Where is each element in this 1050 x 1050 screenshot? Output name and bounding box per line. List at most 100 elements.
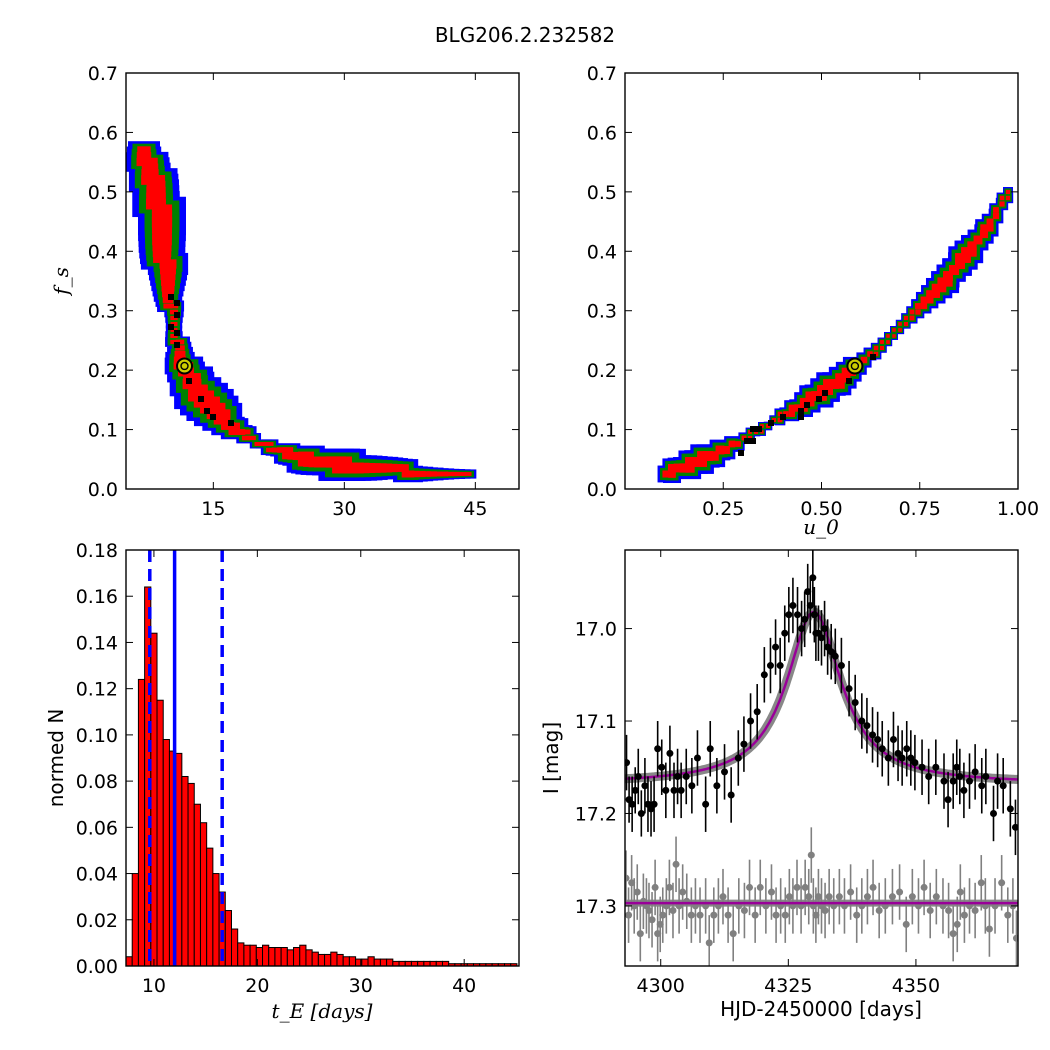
residual-point <box>821 907 829 915</box>
histogram-bar <box>311 951 319 967</box>
peak-region-cell <box>816 396 822 402</box>
y-tick-label: 0.4 <box>88 241 118 263</box>
inner-region-cell <box>151 204 173 216</box>
inner-region-cell <box>961 247 971 257</box>
data-point <box>776 662 784 670</box>
residual-point <box>1012 934 1018 942</box>
histogram-bar <box>137 678 146 967</box>
inner-region-cell <box>146 192 166 204</box>
inner-region-cell <box>835 373 845 383</box>
y-tick-label: 0.3 <box>88 301 118 323</box>
y-tick-label: 17.0 <box>575 619 617 641</box>
residual-point <box>648 916 656 924</box>
inner-region-cell <box>937 283 947 293</box>
inner-region-cell <box>151 210 173 222</box>
histogram-bar <box>212 873 220 967</box>
figure-title: BLG206.2.232582 <box>435 23 615 47</box>
inner-region-cell <box>829 379 839 389</box>
inner-region-cell <box>920 296 928 304</box>
panel-fs-vs-u0: 0.0 0.1 0.2 0.3 0.4 0.5 0.6 0.7 0.25 0.50 0.75 1.00… <box>587 63 1039 539</box>
data-point <box>960 786 968 794</box>
histogram-bar <box>317 953 326 967</box>
residual-point <box>719 893 727 901</box>
inner-region-cell <box>213 409 231 419</box>
residual-point <box>953 920 961 928</box>
inner-region-cell <box>861 357 867 363</box>
residual-point <box>729 930 737 938</box>
inner-region-cell <box>395 464 409 472</box>
inner-region-cell <box>709 451 719 461</box>
residual-point <box>705 939 713 947</box>
residual-point <box>801 883 809 891</box>
histogram-bar <box>373 958 381 967</box>
inner-region-cell <box>685 463 695 473</box>
y-tick-label: 0.02 <box>76 910 118 932</box>
inner-region-cell <box>161 278 175 286</box>
y-tick-label: 0.1 <box>587 420 617 442</box>
inner-region-cell <box>904 322 908 326</box>
inner-region-cell <box>892 328 896 332</box>
inner-region-cell <box>973 235 983 245</box>
histogram-bar <box>224 910 232 967</box>
data-point <box>677 786 685 794</box>
histogram-bar <box>243 944 251 967</box>
inner-region-cell <box>915 303 921 309</box>
inner-region-cell <box>835 379 845 389</box>
inner-region-cell <box>915 309 921 315</box>
data-point <box>999 782 1007 790</box>
inner-region-cell <box>999 195 1005 201</box>
data-point <box>801 615 809 623</box>
residual-point <box>863 893 871 901</box>
inner-region-cell <box>174 351 186 357</box>
inner-region-cell <box>420 471 432 477</box>
peak-region-cell <box>204 408 210 414</box>
y-tick-label: 0.0 <box>587 479 617 501</box>
data-point <box>874 736 882 744</box>
data-point <box>889 736 897 744</box>
axes-frame <box>125 72 520 490</box>
data-point <box>911 759 919 767</box>
inner-region-cell <box>271 447 281 453</box>
inner-region-cell <box>414 471 426 477</box>
y-axis-label: I [mag] <box>539 722 563 794</box>
inner-region-cell <box>999 201 1005 207</box>
best-fit-marker <box>846 357 864 375</box>
inner-region-cell <box>408 470 420 478</box>
inner-region-cell <box>667 463 677 473</box>
data-point <box>760 671 768 679</box>
inner-region-cell <box>909 315 915 321</box>
x-tick-label: 10 <box>142 975 166 997</box>
histogram-bar <box>206 847 214 967</box>
inner-region-cell <box>715 445 725 455</box>
residual-point <box>645 907 653 915</box>
histogram-bar <box>305 949 313 967</box>
data-point <box>949 777 957 785</box>
data-point <box>753 708 761 716</box>
y-tick-label: 0.3 <box>587 301 617 323</box>
best-fit-marker-center <box>850 361 860 371</box>
inner-region-cell <box>200 396 220 408</box>
histogram-bar <box>268 947 276 967</box>
x-axis-label: u_0 <box>803 515 839 539</box>
inner-region-cell <box>892 334 896 338</box>
y-tick-label: 0.7 <box>587 63 617 85</box>
residual-point <box>926 907 934 915</box>
inner-region-cell <box>160 272 176 280</box>
inner-region-cell <box>932 290 940 298</box>
data-point <box>884 754 892 762</box>
residual-point <box>971 907 979 915</box>
x-axis-label: t_E [days] <box>272 999 373 1023</box>
y-tick-label: 0.5 <box>587 182 617 204</box>
y-tick-label: 0.06 <box>76 817 118 839</box>
peak-region-cell <box>168 294 174 300</box>
residual-point <box>659 911 667 919</box>
histogram-bar <box>348 956 357 967</box>
peak-region-cell <box>798 414 804 420</box>
data-point <box>810 611 818 619</box>
histogram-bar <box>181 775 189 967</box>
inner-region-cell <box>823 379 833 389</box>
data-point <box>994 777 1002 785</box>
data-point <box>747 717 755 725</box>
residual-point <box>985 925 993 933</box>
